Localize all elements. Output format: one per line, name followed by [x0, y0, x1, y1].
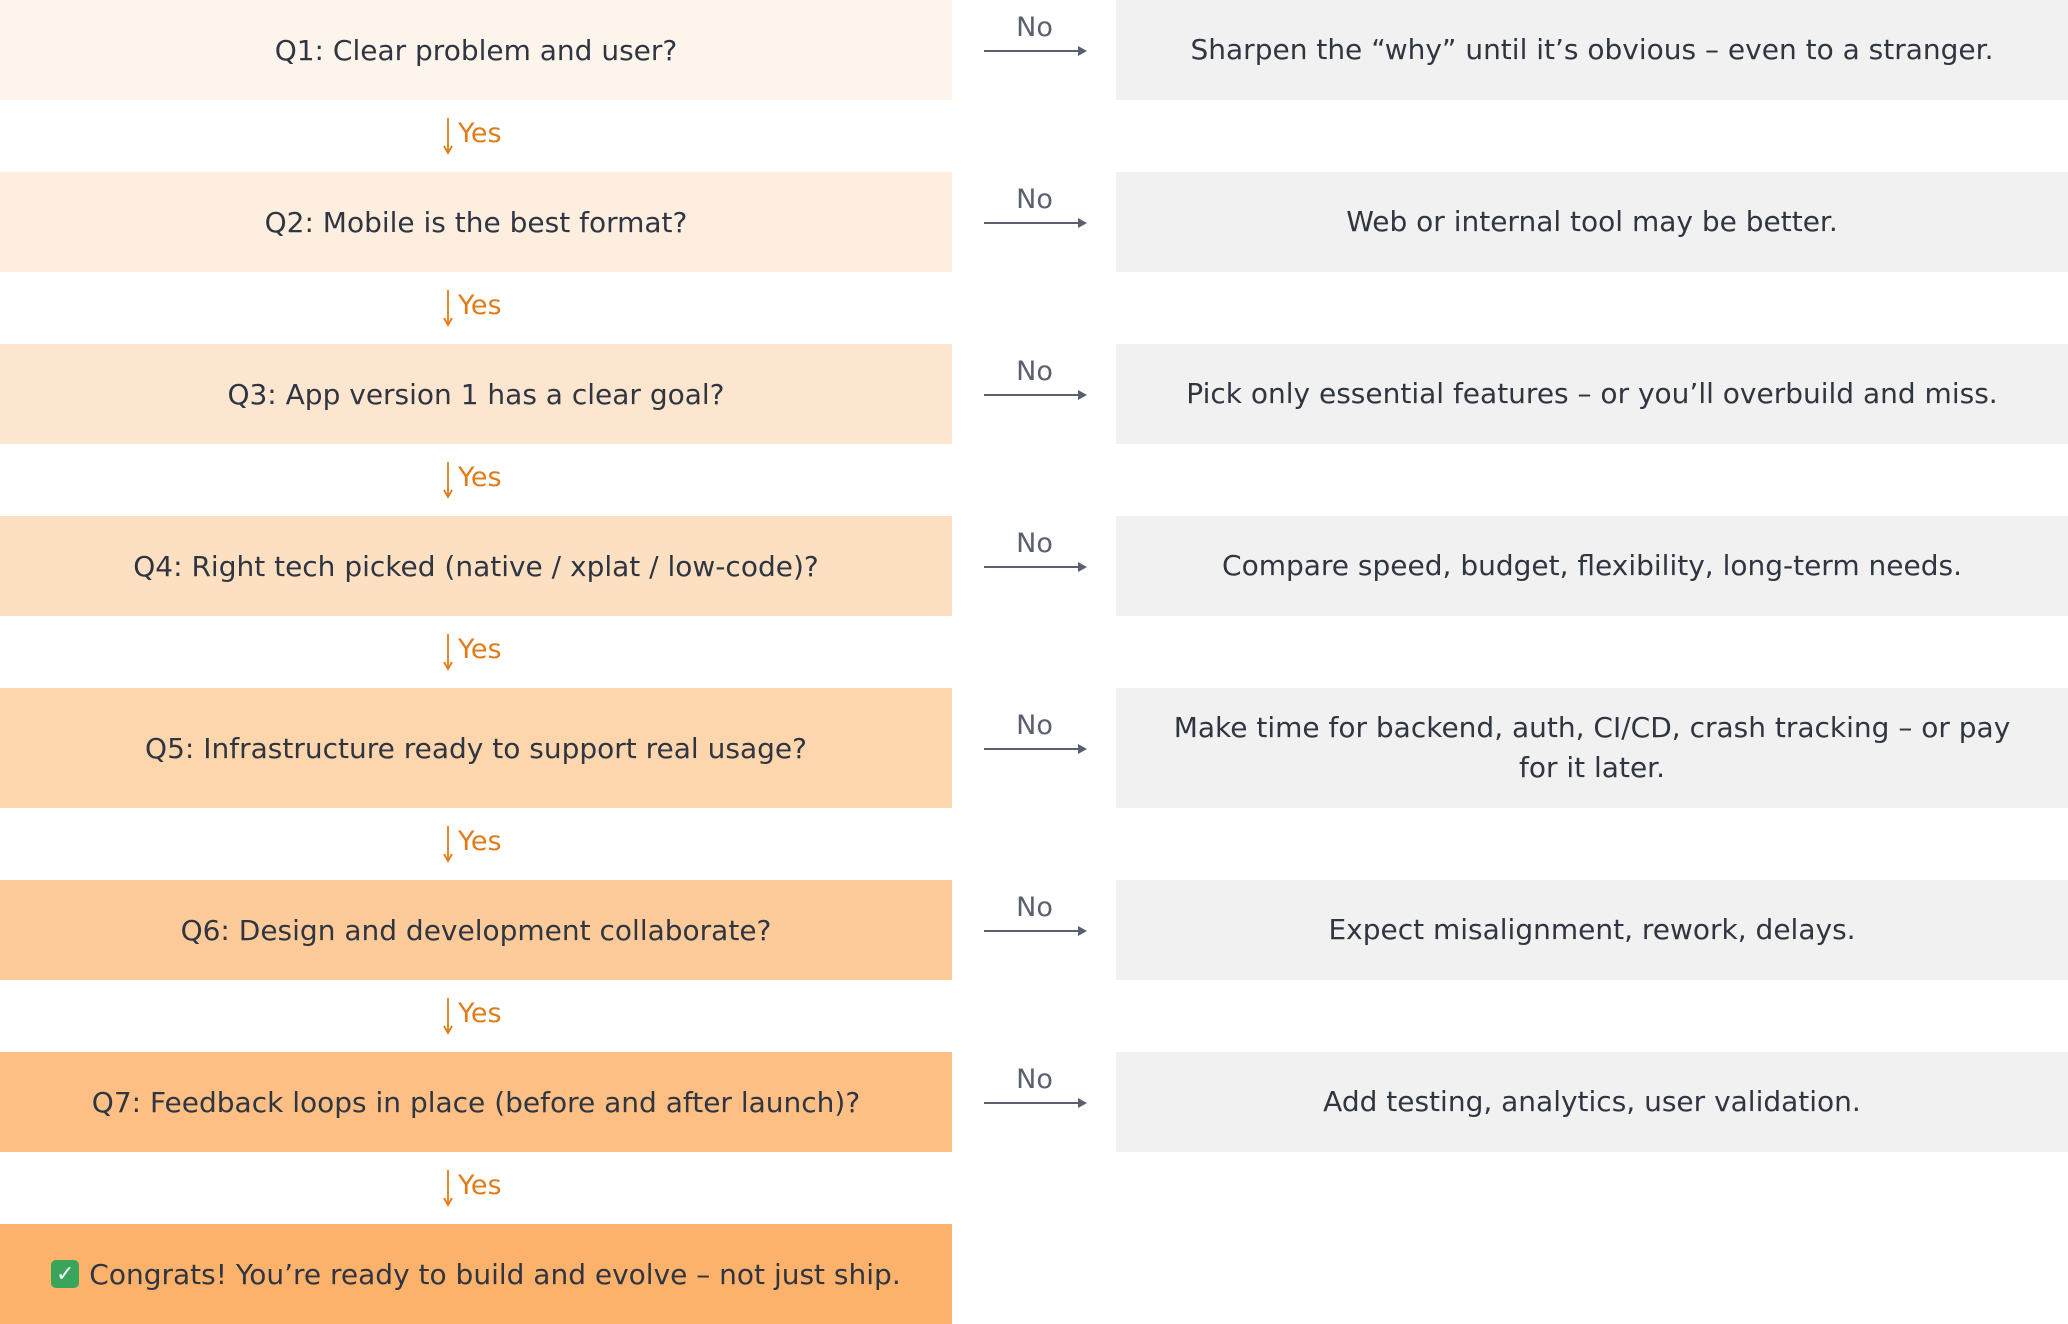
question-text: Q1: Clear problem and user?	[274, 33, 678, 67]
no-connector: No	[982, 184, 1087, 244]
question-box-q6: Q6: Design and development collaborate?	[0, 880, 952, 980]
no-answer-text: Web or internal tool may be better.	[1346, 205, 1838, 238]
arrow-right-icon	[1078, 562, 1087, 572]
no-connector: No	[982, 356, 1087, 416]
question-text: Q5: Infrastructure ready to support real…	[145, 731, 807, 765]
no-answer-box-q1: Sharpen the “why” until it’s obvious – e…	[1116, 0, 2068, 100]
arrow-line	[984, 50, 1079, 52]
no-connector: No	[982, 528, 1087, 588]
arrow-right-icon	[1078, 218, 1087, 228]
arrow-down-icon	[443, 290, 453, 327]
arrow-line	[984, 566, 1079, 568]
arrow-down-icon	[443, 634, 453, 671]
arrow-right-icon	[1078, 1098, 1087, 1108]
no-label: No	[1016, 892, 1053, 923]
yes-connector: Yes	[440, 288, 520, 328]
question-box-q3: Q3: App version 1 has a clear goal?	[0, 344, 952, 444]
arrow-right-icon	[1078, 744, 1087, 754]
yes-label: Yes	[458, 118, 502, 149]
no-answer-text: Expect misalignment, rework, delays.	[1328, 913, 1856, 946]
arrow-right-icon	[1078, 390, 1087, 400]
yes-label: Yes	[458, 634, 502, 665]
yes-connector: Yes	[440, 996, 520, 1036]
arrow-line	[984, 748, 1079, 750]
question-box-q4: Q4: Right tech picked (native / xplat / …	[0, 516, 952, 616]
arrow-down-icon	[443, 826, 453, 863]
no-answer-text: Compare speed, budget, flexibility, long…	[1222, 549, 1962, 582]
no-label: No	[1016, 356, 1053, 387]
arrow-down-icon	[443, 462, 453, 499]
arrow-down-icon	[443, 998, 453, 1035]
check-mark-icon: ✓	[51, 1260, 80, 1288]
no-label: No	[1016, 12, 1053, 43]
question-box-q5: Q5: Infrastructure ready to support real…	[0, 688, 952, 808]
question-text: Q3: App version 1 has a clear goal?	[227, 377, 725, 411]
arrow-down-icon	[443, 1170, 453, 1207]
question-box-q2: Q2: Mobile is the best format?	[0, 172, 952, 272]
arrow-down-icon	[443, 118, 453, 155]
yes-label: Yes	[458, 826, 502, 857]
no-label: No	[1016, 1064, 1053, 1095]
question-text: Q2: Mobile is the best format?	[264, 205, 688, 239]
no-connector: No	[982, 12, 1087, 72]
no-answer-box-q7: Add testing, analytics, user validation.	[1116, 1052, 2068, 1152]
no-answer-text: Make time for backend, auth, CI/CD, cras…	[1173, 711, 2011, 784]
question-text: Q6: Design and development collaborate?	[180, 913, 772, 947]
no-connector: No	[982, 710, 1087, 770]
no-connector: No	[982, 892, 1087, 952]
arrow-line	[984, 222, 1079, 224]
final-result-box: ✓ Congrats! You’re ready to build and evo…	[0, 1224, 952, 1324]
yes-label: Yes	[458, 462, 502, 493]
no-answer-text: Pick only essential features – or you’ll…	[1186, 377, 1998, 410]
yes-connector: Yes	[440, 460, 520, 500]
arrow-line	[984, 1102, 1079, 1104]
arrow-right-icon	[1078, 926, 1087, 936]
no-answer-box-q6: Expect misalignment, rework, delays.	[1116, 880, 2068, 980]
arrow-line	[984, 394, 1079, 396]
no-answer-box-q3: Pick only essential features – or you’ll…	[1116, 344, 2068, 444]
no-connector: No	[982, 1064, 1087, 1124]
yes-connector: Yes	[440, 116, 520, 156]
no-label: No	[1016, 184, 1053, 215]
question-box-q7: Q7: Feedback loops in place (before and …	[0, 1052, 952, 1152]
yes-connector: Yes	[440, 632, 520, 672]
question-text: Q7: Feedback loops in place (before and …	[91, 1085, 861, 1119]
arrow-right-icon	[1078, 46, 1087, 56]
no-answer-box-q4: Compare speed, budget, flexibility, long…	[1116, 516, 2068, 616]
no-answer-text: Add testing, analytics, user validation.	[1323, 1085, 1861, 1118]
yes-connector: Yes	[440, 824, 520, 864]
no-answer-box-q5: Make time for backend, auth, CI/CD, cras…	[1116, 688, 2068, 808]
yes-label: Yes	[458, 1170, 502, 1201]
final-text: Congrats! You’re ready to build and evol…	[89, 1257, 901, 1291]
no-label: No	[1016, 528, 1053, 559]
yes-label: Yes	[458, 998, 502, 1029]
question-text: Q4: Right tech picked (native / xplat / …	[133, 549, 819, 583]
arrow-line	[984, 930, 1079, 932]
no-answer-text: Sharpen the “why” until it’s obvious – e…	[1190, 33, 1994, 66]
yes-connector: Yes	[440, 1168, 520, 1208]
no-label: No	[1016, 710, 1053, 741]
yes-label: Yes	[458, 290, 502, 321]
no-answer-box-q2: Web or internal tool may be better.	[1116, 172, 2068, 272]
question-box-q1: Q1: Clear problem and user?	[0, 0, 952, 100]
